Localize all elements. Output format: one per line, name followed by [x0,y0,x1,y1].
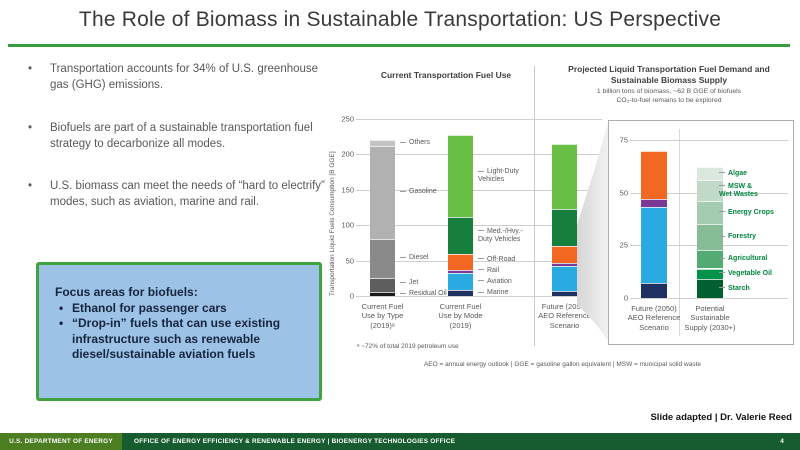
bar-category-label: Potential Sustainable Supply (2030+) [684,304,736,332]
footer-department: U.S. DEPARTMENT OF ENERGY [0,433,122,450]
bar-category-label: Current Fuel Use by Type (2019)ᵃ [361,302,404,330]
page-title: The Role of Biomass in Sustainable Trans… [78,8,722,31]
gridline [356,189,602,191]
bar-segment [370,140,395,146]
focus-box-list: Ethanol for passenger cars “Drop-in” fue… [55,301,309,363]
footer-bar: U.S. DEPARTMENT OF ENERGY OFFICE OF ENER… [0,433,800,450]
y-tick-label: 100 [341,220,354,230]
segment-label: Light-Duty Vehicles [478,168,542,184]
bar-category-label: Future (2050) AEO Reference Scenario [627,304,681,332]
bullet-column: Transportation accounts for 34% of U.S. … [16,62,328,238]
y-tick-label: 25 [619,240,628,250]
bar-segment [641,198,667,208]
bar-segment [370,292,395,296]
segment-label: Gasoline [400,188,464,196]
footer-office-strip: OFFICE OF ENERGY EFFICIENCY & RENEWABLE … [122,433,800,450]
left-chart-title: Current Transportation Fuel Use [380,70,512,80]
attribution: Slide adapted | Dr. Valerie Reed [650,412,792,423]
y-tick-label: 200 [341,149,354,159]
bar-segment [552,246,577,263]
bar-segment [448,254,473,270]
inset-divider [679,129,680,336]
bar-segment [697,201,723,225]
bar-segment [552,291,577,296]
segment-label: MSW & Wet Wastes [719,182,783,198]
abbreviations-note: AEO = annual energy outlook | GGE = gaso… [423,361,702,368]
segment-label: Rail [478,267,542,275]
y-tick-label: 50 [345,256,354,266]
focus-box: Focus areas for biofuels: Ethanol for pa… [36,262,322,401]
gridline [356,154,602,156]
bullet-item: U.S. biomass can meet the needs of “hard… [16,179,328,211]
segment-label: Med.-/Hvy.- Duty Vehicles [478,228,542,244]
segment-label: Agricultural [719,255,783,263]
bar-segment [641,207,667,284]
bar-segment [552,262,577,266]
bar-segment [552,143,577,209]
bar-segment [448,269,473,274]
segment-label: Energy Crops [719,209,783,217]
y-tick-label: 250 [341,114,354,124]
y-tick-label: 150 [341,185,354,195]
bar-segment [448,273,473,291]
focus-box-title: Focus areas for biofuels: [55,285,198,299]
bar-segment [370,278,395,293]
segment-label: Aviation [478,278,542,286]
bar-segment [697,268,723,280]
segment-label: Starch [719,284,783,292]
y-axis-title: Transportation Liquid Fuels Consumption … [329,151,336,296]
title-underline [8,44,790,47]
bar-category-label: Current Fuel Use by Mode (2019) [438,302,483,330]
right-chart-title: Projected Liquid Transportation Fuel Dem… [568,64,770,85]
bar-segment [552,208,577,247]
y-tick-label: 50 [619,188,628,198]
petroleum-footnote: ᵃ ~72% of total 2019 petroleum use [357,343,459,350]
bar-segment [370,238,395,279]
bar-segment [448,290,473,296]
segment-label: Others [400,139,464,147]
segment-label: Off-Road [478,256,542,264]
bar-segment [697,167,723,180]
focus-box-item: “Drop-in” fuels that can use existing in… [55,316,309,363]
segment-label: Vegetable Oil [719,270,783,278]
bar-segment [641,283,667,298]
focus-box-item: Ethanol for passenger cars [55,301,309,317]
bar-category-label: Future (2050) AEO Reference Scenario [538,302,591,330]
y-tick-label: 75 [619,135,628,145]
bar-segment [697,180,723,202]
segment-label: Diesel [400,254,464,262]
bar-segment [448,217,473,255]
bar-segment [641,150,667,199]
gridline [356,225,602,227]
bar-segment [697,249,723,269]
bullet-item: Biofuels are part of a sustainable trans… [16,121,328,153]
bullet-list: Transportation accounts for 34% of U.S. … [16,62,328,211]
gridline [630,139,788,141]
bullet-item: Transportation accounts for 34% of U.S. … [16,62,328,94]
y-tick-label: 0 [349,291,354,301]
bar-segment [552,265,577,292]
bar-segment [448,134,473,218]
chart-panel: Current Transportation Fuel Use Projecte… [329,60,795,380]
footer-office: OFFICE OF ENERGY EFFICIENCY & RENEWABLE … [134,438,456,445]
subtitle-line: CO₂-to-fuel remains to be explored [616,97,722,105]
segment-label: Algae [719,170,783,178]
right-chart-subtitle: 1 billion tons of biomass, ~62 B GGE of … [546,87,792,105]
gridline [356,119,602,120]
magnifier-funnel-shape [577,122,608,341]
inset-chart: 0 25 50 75 Future (2050) AEO Reference Scena… [608,120,794,345]
gridline [630,298,788,299]
footer-page-number: 4 [780,438,784,445]
section-divider [534,66,535,346]
segment-label: Marine [478,289,542,297]
y-tick-label: 0 [623,293,628,303]
bar-segment [697,279,723,298]
segment-label: Residual Oil [400,290,464,298]
subtitle-line: 1 billion tons of biomass, ~62 B GGE of … [596,88,742,95]
segment-label: Jet [400,279,464,287]
segment-label: Forestry [719,233,783,241]
bar-segment [370,145,395,239]
